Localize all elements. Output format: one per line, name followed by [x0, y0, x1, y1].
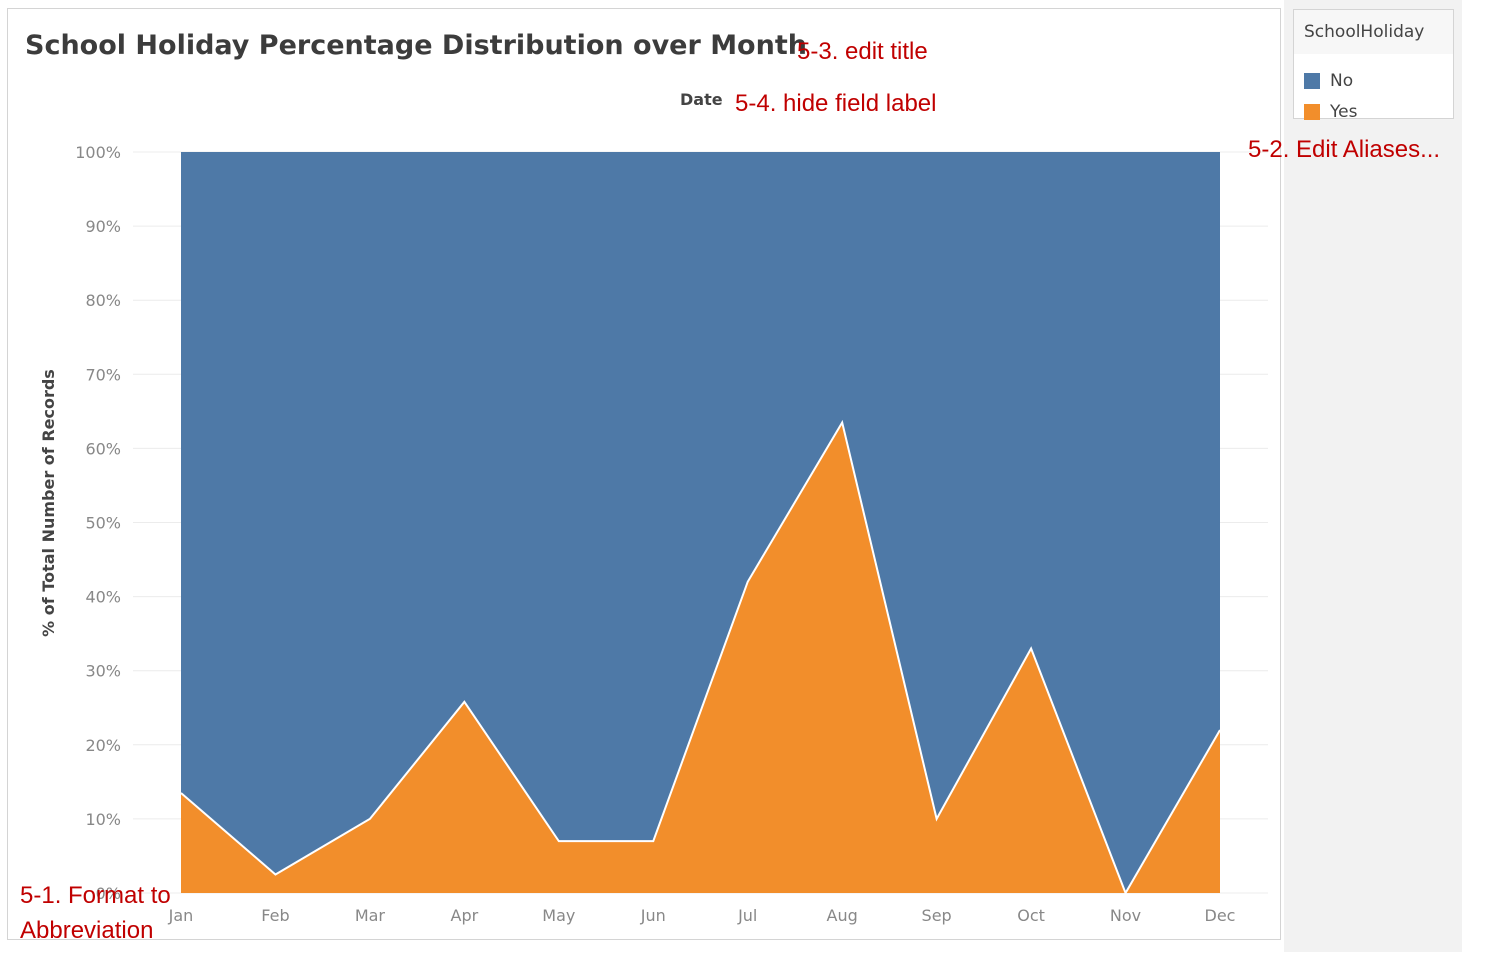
y-tick-label: 100% [75, 143, 121, 162]
x-tick-label: May [542, 906, 575, 925]
y-tick-label: 90% [85, 217, 121, 236]
legend[interactable]: SchoolHoliday No Yes [1293, 9, 1454, 122]
x-tick-label: Jul [737, 906, 757, 925]
y-tick-labels: 0% 10% 20% 30% 40% 50% 60% 70% 80% 90% 100% [75, 143, 121, 903]
y-tick-label: 30% [85, 662, 121, 681]
annotation-format-abbreviation: 5-1. Format to [20, 882, 171, 909]
x-tick-label: Sep [922, 906, 952, 925]
y-tick-label: 0% [96, 884, 121, 903]
y-tick-label: 20% [85, 736, 121, 755]
chart-title: School Holiday Percentage Distribution o… [25, 30, 807, 61]
series-boundary-line [180, 419, 1221, 896]
y-axis-title: % of Total Number of Records [39, 369, 58, 637]
side-panel-background [1284, 0, 1462, 952]
area-chart: 0% 10% 20% 30% 40% 50% 60% 70% 80% 90% 100% Jan Feb… [39, 143, 1268, 925]
annotation-format-abbreviation-line2: Abbreviation [20, 917, 154, 944]
area-yes[interactable] [181, 422, 1220, 893]
legend-title: SchoolHoliday [1294, 10, 1453, 54]
x-tick-label: Feb [261, 906, 289, 925]
annotation-hide-field-label: 5-4. hide field label [735, 90, 937, 117]
legend-item-no[interactable]: No [1304, 68, 1353, 94]
y-tick-label: 70% [85, 365, 121, 384]
y-tick-label: 10% [85, 810, 121, 829]
x-tick-label: Aug [827, 906, 858, 925]
area-series [180, 152, 1221, 896]
x-tick-labels: Jan Feb Mar Apr May Jun Jul Aug Sep Oct Nov Dec [168, 906, 1236, 925]
y-tick-label: 50% [85, 514, 121, 533]
legend-label-yes: Yes [1330, 102, 1358, 122]
annotation-edit-aliases: 5-2. Edit Aliases... [1248, 136, 1441, 163]
y-tick-label: 40% [85, 588, 121, 607]
legend-item-yes[interactable]: Yes [1304, 99, 1357, 125]
right-margin [1462, 0, 1485, 966]
x-tick-label: Dec [1205, 906, 1236, 925]
y-tick-label: 60% [85, 439, 121, 458]
legend-swatch-yes [1304, 104, 1320, 120]
x-tick-label: Apr [451, 906, 479, 925]
legend-label-no: No [1330, 71, 1354, 91]
x-tick-label: Mar [355, 906, 386, 925]
x-tick-label: Jan [168, 906, 194, 925]
legend-swatch-no [1304, 73, 1320, 89]
annotation-edit-title: 5-3. edit title [797, 38, 928, 65]
y-tick-label: 80% [85, 291, 121, 310]
x-tick-label: Nov [1110, 906, 1141, 925]
area-no[interactable] [181, 152, 1220, 893]
x-axis-field-label: Date [680, 90, 723, 109]
x-tick-label: Jun [640, 906, 666, 925]
x-tick-label: Oct [1017, 906, 1045, 925]
